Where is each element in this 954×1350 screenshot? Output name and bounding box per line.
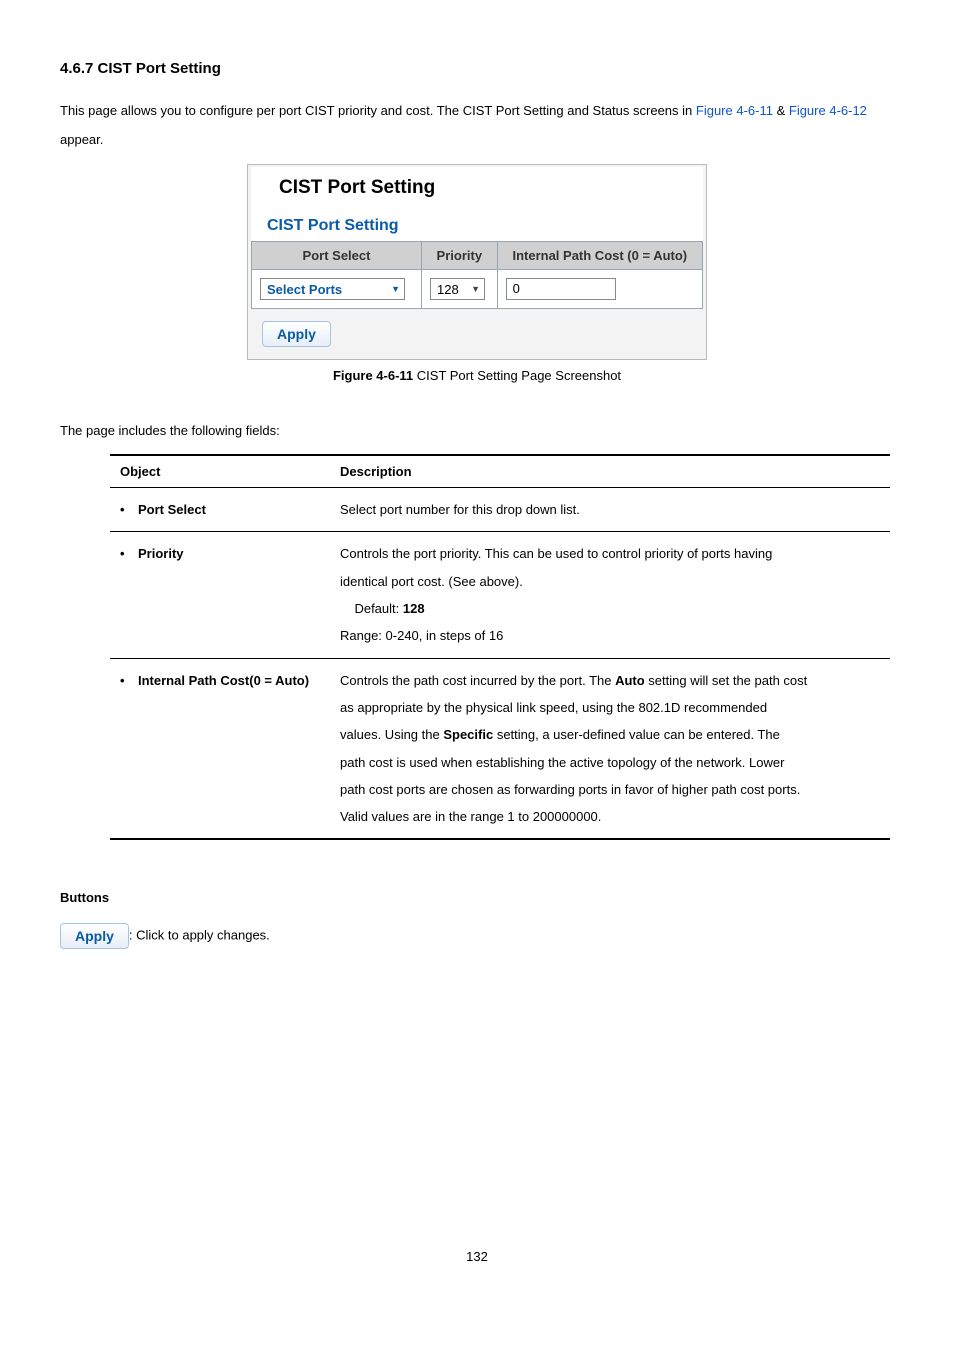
chevron-down-icon: ▼: [391, 284, 400, 294]
desc-line: Controls the path cost incurred by the p…: [340, 673, 615, 688]
row-name: Internal Path Cost(0 = Auto): [138, 673, 309, 688]
desc-line: setting, a user-defined value can be ent…: [493, 727, 780, 742]
desc-line: as appropriate by the physical link spee…: [340, 700, 767, 715]
apply-button[interactable]: Apply: [262, 321, 331, 347]
fields-intro: The page includes the following fields:: [60, 423, 894, 438]
col-path-cost: Internal Path Cost (0 = Auto): [497, 242, 702, 270]
chevron-down-icon: ▼: [471, 284, 480, 294]
cell-port-select: Select Ports ▼: [252, 270, 422, 309]
section-number: 4.6.7: [60, 60, 93, 77]
desc-line: identical port cost. (See above).: [340, 574, 523, 589]
desc-line: setting will set the path cost: [645, 673, 808, 688]
auto-word: Auto: [615, 673, 645, 688]
page-number: 132: [466, 1249, 488, 1264]
default-value: 128: [403, 601, 425, 616]
row-description: Select port number for this drop down li…: [330, 488, 890, 532]
row-name: Priority: [138, 546, 184, 561]
priority-dropdown[interactable]: 128 ▼: [430, 278, 485, 300]
row-object: •Internal Path Cost(0 = Auto): [110, 658, 330, 839]
path-cost-input[interactable]: 0: [506, 278, 616, 300]
section-heading: 4.6.7 CIST Port Setting: [60, 60, 894, 77]
table-row: •Internal Path Cost(0 = Auto) Controls t…: [110, 658, 890, 839]
desc-line: path cost is used when establishing the …: [340, 755, 784, 770]
intro-amp: &: [773, 103, 789, 118]
caption-rest: CIST Port Setting Page Screenshot: [413, 368, 621, 383]
panel-title: CIST Port Setting: [251, 167, 703, 211]
desc-line: Range: 0-240, in steps of 16: [340, 628, 503, 643]
col-port-select: Port Select: [252, 242, 422, 270]
figure-link-1[interactable]: Figure 4-6-11: [696, 103, 773, 118]
desc-line: Valid values are in the range 1 to 20000…: [340, 809, 601, 824]
desc-line: path cost ports are chosen as forwarding…: [340, 782, 800, 797]
port-select-value: Select Ports: [267, 282, 342, 297]
port-select-dropdown[interactable]: Select Ports ▼: [260, 278, 405, 300]
figure-caption: Figure 4-6-11 CIST Port Setting Page Scr…: [60, 368, 894, 383]
desc-line: Default:: [340, 601, 403, 616]
intro-suffix: appear.: [60, 132, 103, 147]
apply-desc: : Click to apply changes.: [129, 928, 270, 943]
caption-fig-num: Figure 4-6-11: [333, 368, 413, 383]
desc-line: Controls the port priority. This can be …: [340, 546, 772, 561]
buttons-section: Buttons Apply: Click to apply changes.: [60, 890, 894, 949]
priority-value: 128: [437, 282, 459, 297]
figure-screenshot: CIST Port Setting CIST Port Setting Port…: [60, 164, 894, 360]
desc-head-object: Object: [110, 455, 330, 488]
cell-path-cost: 0: [497, 270, 702, 309]
bullet-icon: •: [120, 496, 138, 523]
row-object: •Port Select: [110, 488, 330, 532]
apply-button[interactable]: Apply: [60, 923, 129, 949]
row-name: Port Select: [138, 502, 206, 517]
panel-subtitle: CIST Port Setting: [251, 211, 703, 241]
desc-line: values. Using the: [340, 727, 443, 742]
row-description: Controls the port priority. This can be …: [330, 532, 890, 658]
row-description: Controls the path cost incurred by the p…: [330, 658, 890, 839]
table-row: •Port Select Select port number for this…: [110, 488, 890, 532]
specific-word: Specific: [443, 727, 493, 742]
row-object: •Priority: [110, 532, 330, 658]
description-table: Object Description •Port Select Select p…: [110, 454, 890, 840]
cell-priority: 128 ▼: [422, 270, 498, 309]
figure-link-2[interactable]: Figure 4-6-12: [789, 103, 867, 118]
bullet-icon: •: [120, 667, 138, 694]
section-title: CIST Port Setting: [98, 60, 221, 77]
intro-paragraph: This page allows you to configure per po…: [60, 97, 894, 154]
table-row: •Priority Controls the port priority. Th…: [110, 532, 890, 658]
buttons-heading: Buttons: [60, 890, 894, 905]
apply-button-desc-row: Apply: Click to apply changes.: [60, 923, 894, 949]
intro-prefix: This page allows you to configure per po…: [60, 103, 696, 118]
col-priority: Priority: [422, 242, 498, 270]
desc-head-description: Description: [330, 455, 890, 488]
config-table: Port Select Priority Internal Path Cost …: [251, 241, 703, 309]
bullet-icon: •: [120, 540, 138, 567]
cist-panel: CIST Port Setting CIST Port Setting Port…: [247, 164, 707, 360]
page-footer: 132: [0, 1249, 954, 1264]
